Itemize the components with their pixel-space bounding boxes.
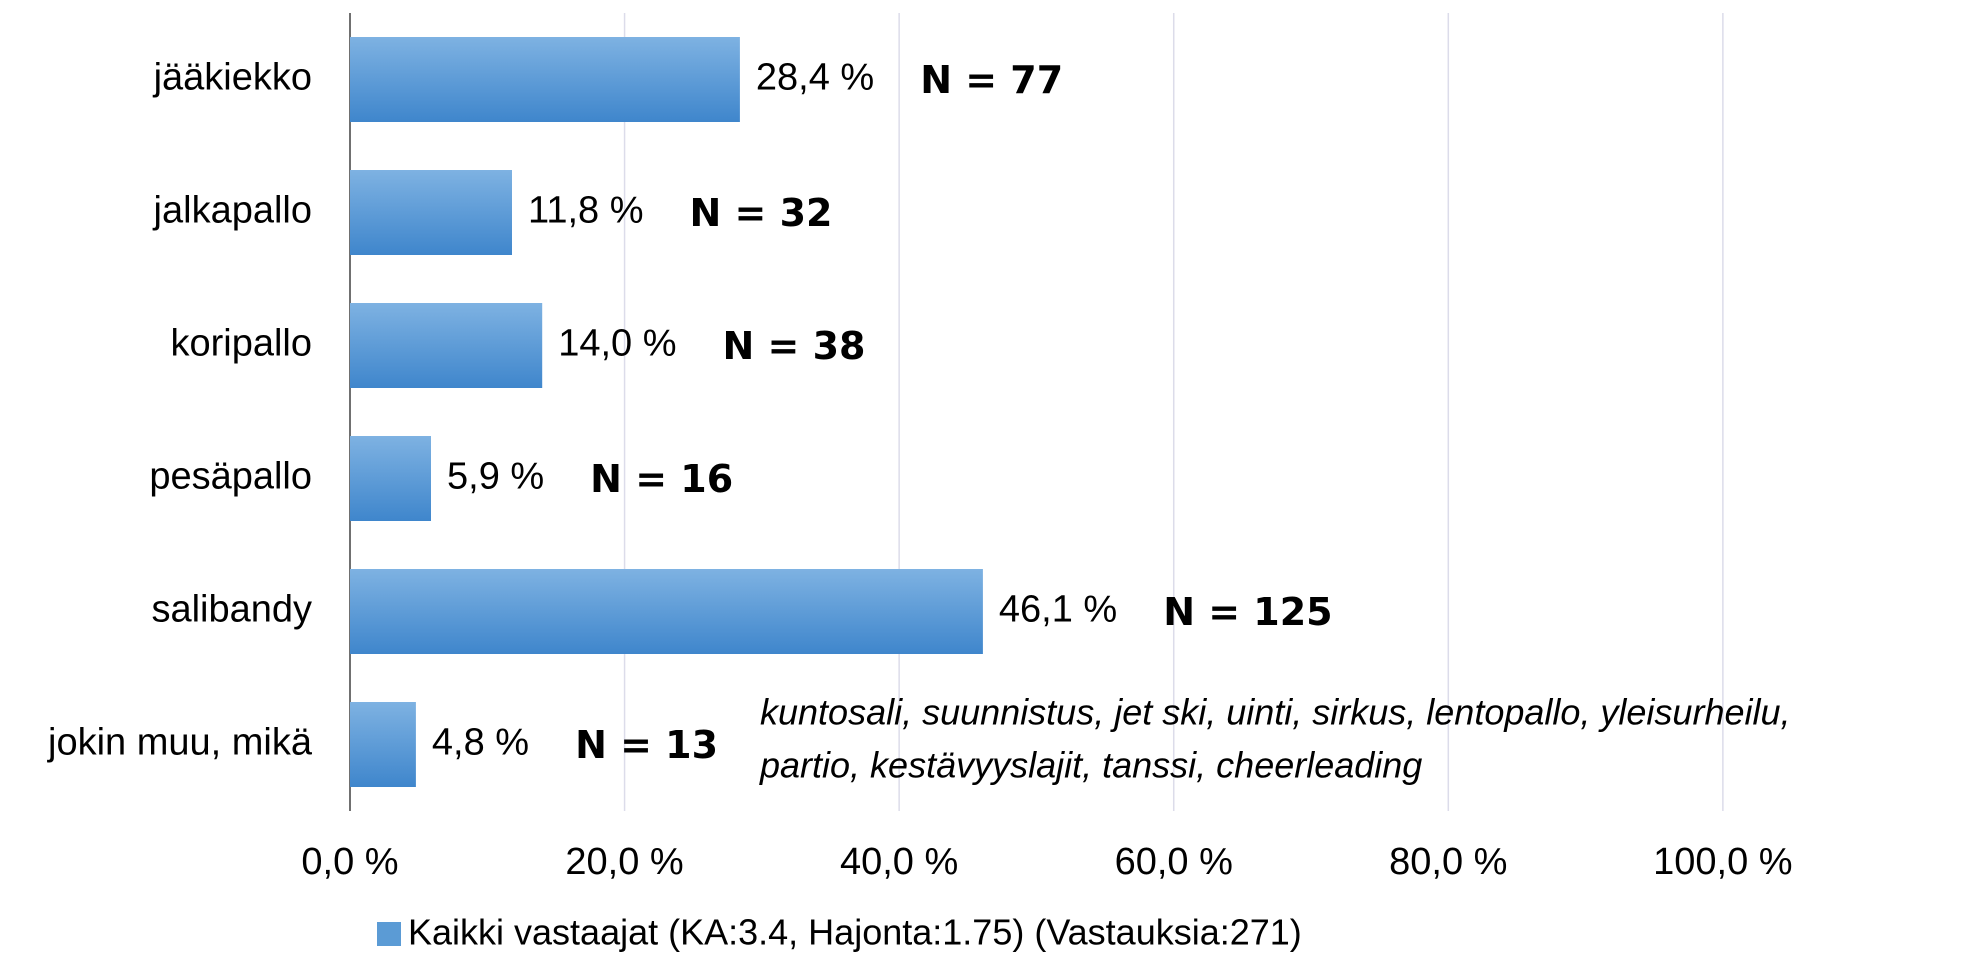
n-label: N = 38 [723, 324, 866, 368]
value-label: 46,1 % [999, 589, 1117, 631]
y-tick-label: koripallo [170, 323, 312, 365]
bar [350, 702, 416, 787]
y-tick-label: jääkiekko [153, 57, 312, 99]
value-label: 28,4 % [756, 57, 874, 99]
x-tick-label: 60,0 % [1115, 841, 1233, 883]
n-label: N = 13 [575, 723, 718, 767]
x-tick-label: 80,0 % [1389, 841, 1507, 883]
value-label: 5,9 % [447, 456, 544, 498]
n-label: N = 32 [689, 191, 832, 235]
y-tick-label: salibandy [151, 589, 312, 631]
x-tick-label: 100,0 % [1653, 841, 1792, 883]
legend-swatch [377, 922, 401, 946]
bar [350, 37, 740, 122]
bar [350, 303, 543, 388]
bar [350, 569, 983, 654]
note: partio, kestävyyslajit, tanssi, cheerlea… [759, 745, 1422, 786]
x-tick-label: 40,0 % [840, 841, 958, 883]
x-tick-label: 0,0 % [301, 841, 398, 883]
bar [350, 170, 512, 255]
n-label: N = 125 [1163, 590, 1332, 634]
y-tick-label: pesäpallo [149, 456, 312, 498]
note: kuntosali, suunnistus, jet ski, uinti, s… [760, 692, 1791, 733]
n-label: N = 16 [590, 457, 733, 501]
bar [350, 436, 431, 521]
value-label: 4,8 % [432, 722, 529, 764]
y-tick-label: jalkapallo [153, 190, 312, 232]
value-label: 14,0 % [558, 323, 676, 365]
x-tick-label: 20,0 % [565, 841, 683, 883]
y-tick-label: jokin muu, mikä [47, 722, 313, 764]
n-label: N = 77 [920, 58, 1063, 102]
value-label: 11,8 % [528, 190, 643, 232]
legend-label: Kaikki vastaajat (KA:3.4, Hajonta:1.75) … [408, 912, 1302, 953]
